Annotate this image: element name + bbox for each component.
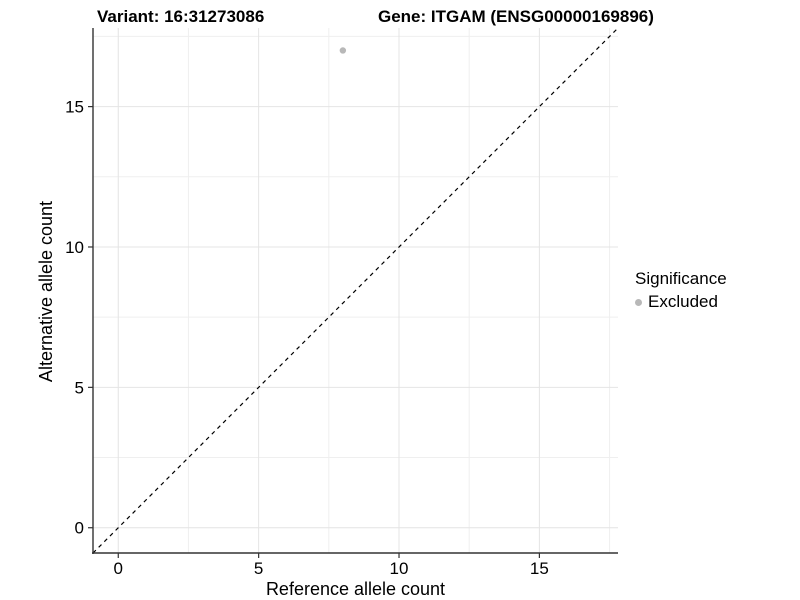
- y-tick-label: 15: [65, 98, 84, 117]
- plot-title-gene: Gene: ITGAM (ENSG00000169896): [378, 7, 654, 26]
- data-point: [339, 47, 347, 54]
- identity-line: [92, 27, 619, 554]
- x-axis-title: Reference allele count: [265, 579, 446, 599]
- y-axis-title: Alternative allele count: [36, 200, 56, 383]
- x-tick-label: 0: [114, 559, 123, 578]
- legend-item-label: Excluded: [648, 292, 718, 311]
- y-tick-label: 10: [65, 238, 84, 257]
- plot-title-variant: Variant: 16:31273086: [97, 7, 265, 26]
- y-tick-label: 0: [75, 519, 84, 538]
- x-tick-label: 15: [530, 559, 549, 578]
- legend: Significance Excluded: [635, 269, 727, 312]
- y-tick-label: 5: [75, 378, 84, 397]
- legend-item-excluded: Excluded: [635, 292, 727, 312]
- x-tick-label: 10: [390, 559, 409, 578]
- legend-title: Significance: [635, 269, 727, 288]
- x-tick-label: 5: [254, 559, 263, 578]
- legend-circle-marker-icon: [635, 298, 642, 306]
